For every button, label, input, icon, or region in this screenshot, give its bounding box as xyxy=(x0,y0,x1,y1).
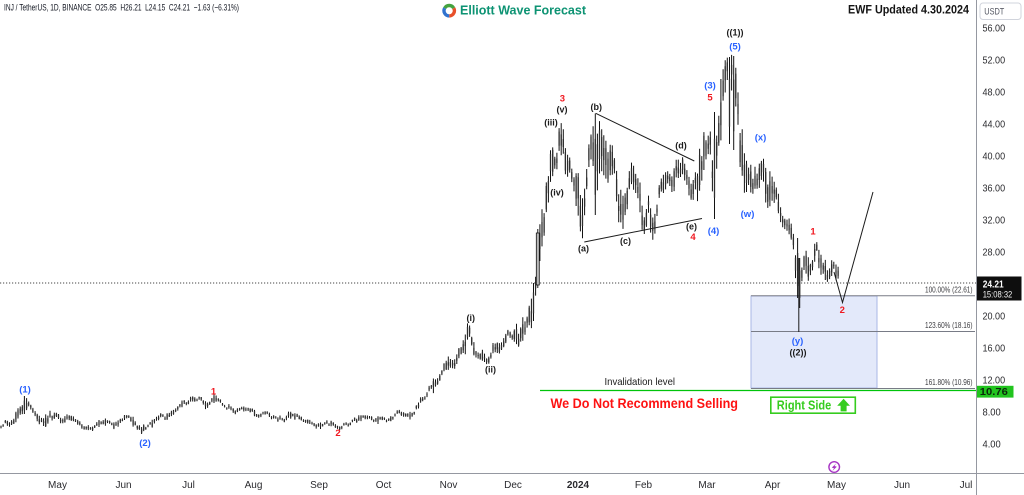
svg-text:Elliott Wave Forecast: Elliott Wave Forecast xyxy=(460,4,587,18)
svg-text:(2): (2) xyxy=(139,438,151,449)
svg-text:(4): (4) xyxy=(708,226,720,237)
svg-text:(iii): (iii) xyxy=(544,118,558,128)
svg-text:3: 3 xyxy=(560,93,565,104)
svg-text:16.00: 16.00 xyxy=(983,344,1006,355)
svg-text:INJ / TetherUS, 1D, BINANCE O: INJ / TetherUS, 1D, BINANCE O25.85 H26.2… xyxy=(4,3,239,14)
svg-text:123.60% (18.16): 123.60% (18.16) xyxy=(925,321,973,330)
svg-text:(e): (e) xyxy=(686,222,697,232)
svg-text:Jul: Jul xyxy=(182,480,195,491)
svg-text:(w): (w) xyxy=(741,209,755,220)
svg-text:(3): (3) xyxy=(704,80,716,91)
svg-text:2: 2 xyxy=(335,428,340,439)
svg-text:((1)): ((1)) xyxy=(727,28,744,38)
svg-text:(c): (c) xyxy=(620,236,631,246)
svg-text:161.80% (10.96): 161.80% (10.96) xyxy=(925,378,973,387)
svg-text:EWF Updated 4.30.2024: EWF Updated 4.30.2024 xyxy=(848,5,970,17)
svg-text:Dec: Dec xyxy=(504,480,522,491)
svg-text:2: 2 xyxy=(840,305,845,316)
svg-text:100.00% (22.61): 100.00% (22.61) xyxy=(925,286,973,295)
svg-text:Oct: Oct xyxy=(376,480,392,491)
svg-text:Jun: Jun xyxy=(894,480,910,491)
svg-text:Invalidation level: Invalidation level xyxy=(605,376,676,388)
svg-text:(1): (1) xyxy=(19,384,31,395)
svg-text:Jun: Jun xyxy=(115,480,131,491)
svg-text:52.00: 52.00 xyxy=(983,56,1006,67)
svg-text:56.00: 56.00 xyxy=(983,24,1006,35)
svg-text:12.00: 12.00 xyxy=(983,376,1006,387)
svg-text:20.00: 20.00 xyxy=(983,312,1006,323)
svg-text:Right Side: Right Side xyxy=(777,398,832,412)
svg-text:Mar: Mar xyxy=(698,480,716,491)
svg-text:4.00: 4.00 xyxy=(983,440,1002,451)
svg-text:(y): (y) xyxy=(792,336,804,347)
svg-text:Nov: Nov xyxy=(440,480,458,491)
svg-text:(5): (5) xyxy=(729,41,741,52)
svg-text:1: 1 xyxy=(810,226,816,237)
svg-text:(v): (v) xyxy=(557,105,568,115)
svg-text:4: 4 xyxy=(690,232,696,243)
svg-text:(x): (x) xyxy=(755,132,767,143)
svg-text:May: May xyxy=(827,480,846,491)
svg-text:Apr: Apr xyxy=(765,480,781,491)
svg-text:15:08:32: 15:08:32 xyxy=(983,290,1013,300)
svg-text:48.00: 48.00 xyxy=(983,88,1006,99)
svg-text:(ii): (ii) xyxy=(485,365,496,375)
svg-text:8.00: 8.00 xyxy=(983,408,1002,419)
svg-text:We Do Not Recommend Selling: We Do Not Recommend Selling xyxy=(551,396,739,411)
svg-text:(d): (d) xyxy=(675,141,687,151)
svg-text:36.00: 36.00 xyxy=(983,184,1006,195)
svg-text:24.21: 24.21 xyxy=(983,279,1004,290)
svg-text:10.76: 10.76 xyxy=(980,387,1008,398)
svg-text:Sep: Sep xyxy=(310,480,328,491)
svg-text:Feb: Feb xyxy=(635,480,653,491)
svg-text:Aug: Aug xyxy=(245,480,263,491)
svg-text:((2)): ((2)) xyxy=(790,348,807,358)
svg-text:28.00: 28.00 xyxy=(983,248,1006,259)
svg-text:32.00: 32.00 xyxy=(983,216,1006,227)
svg-text:5: 5 xyxy=(707,92,713,103)
svg-text:44.00: 44.00 xyxy=(983,120,1006,131)
svg-text:(b): (b) xyxy=(591,102,603,112)
svg-text:1: 1 xyxy=(211,386,217,397)
svg-text:40.00: 40.00 xyxy=(983,152,1006,163)
svg-text:(i): (i) xyxy=(467,313,476,323)
svg-text:2024: 2024 xyxy=(567,480,590,491)
svg-text:May: May xyxy=(48,480,67,491)
svg-text:Jul: Jul xyxy=(960,480,973,491)
svg-text:(a): (a) xyxy=(578,244,589,254)
svg-text:(iv): (iv) xyxy=(550,188,564,198)
svg-text:USDT: USDT xyxy=(984,7,1004,18)
